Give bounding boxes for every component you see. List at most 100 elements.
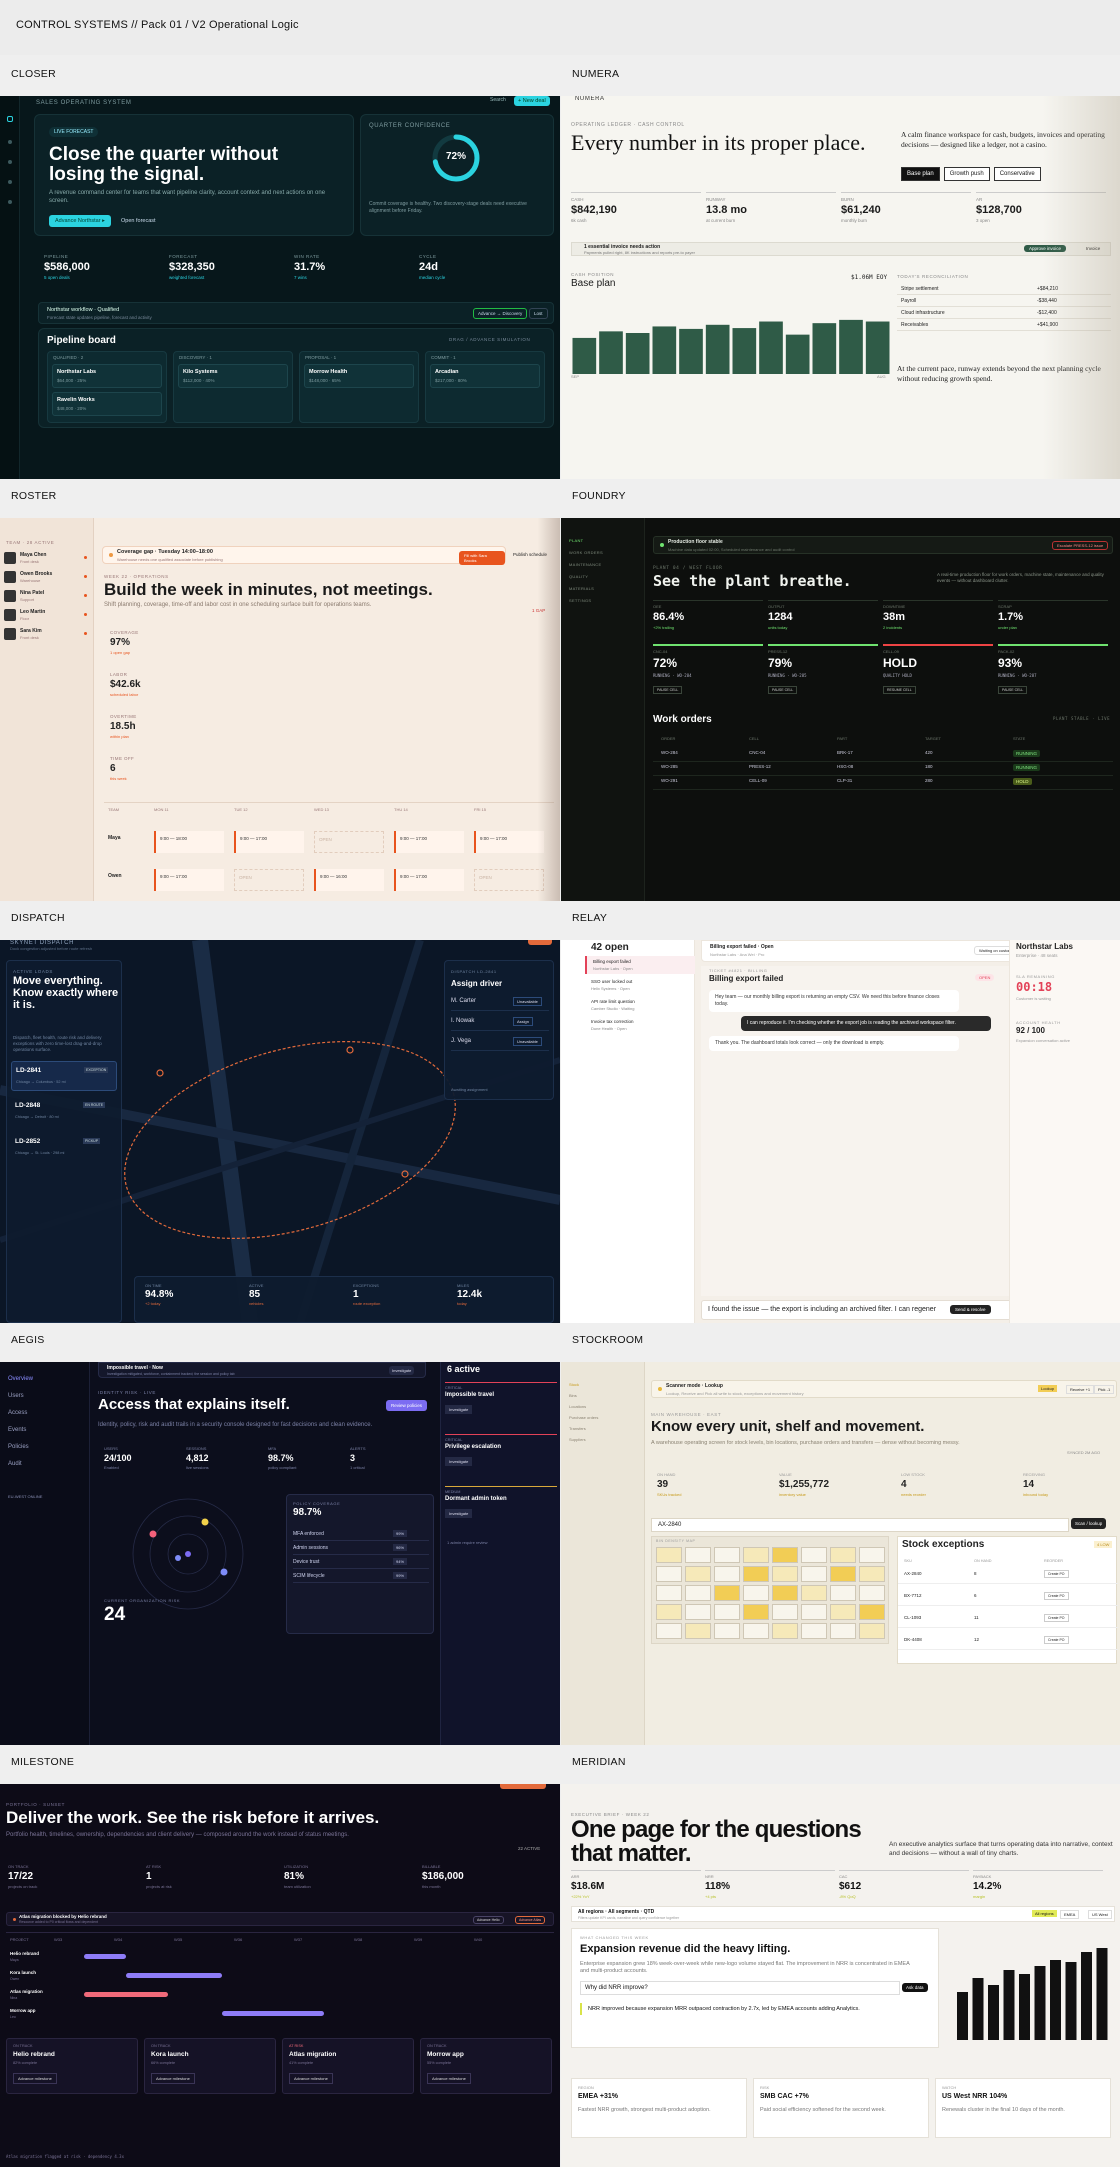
reply-input[interactable]: I found the issue — the export is includ… — [708, 1306, 937, 1313]
advance-discovery-button[interactable]: Advance → Discovery — [473, 308, 528, 319]
closer-search[interactable]: Search — [490, 97, 506, 103]
nav-item[interactable]: PLANT — [569, 538, 584, 543]
bin-cell[interactable] — [772, 1623, 798, 1639]
load-item[interactable]: LD-2852 PICKUP Chicago → St. Louis · 298 m… — [11, 1133, 117, 1163]
create-po-button[interactable]: Create PO — [1044, 1570, 1069, 1578]
scenario-tab[interactable]: Conservative — [993, 167, 1041, 181]
aegis-nav-item[interactable]: Access — [8, 1410, 28, 1416]
bin-cell[interactable] — [656, 1585, 682, 1601]
thread-item[interactable]: SSO user locked out Helix Systems · Open — [585, 976, 695, 994]
timeline-bar[interactable] — [84, 1992, 168, 1997]
pause-cell-button[interactable]: PAUSE CELL — [998, 686, 1028, 694]
investigate-button[interactable]: Investigate — [445, 1509, 473, 1518]
deal-card[interactable]: Northstar Labs $64,000 · 25% — [52, 364, 162, 388]
assign-button[interactable]: Unavailable — [513, 997, 542, 1006]
bin-cell[interactable] — [714, 1623, 740, 1639]
assign-button[interactable]: Assign — [513, 1017, 534, 1026]
bin-cell[interactable] — [772, 1604, 798, 1620]
nav-item[interactable]: WORK ORDERS — [569, 550, 603, 555]
person-row[interactable]: Sara Kim Front desk — [4, 626, 90, 642]
advance-milestone-button[interactable]: Advance milestone — [151, 2073, 195, 2084]
nav-item[interactable]: Suppliers — [569, 1437, 586, 1442]
bin-cell[interactable] — [772, 1547, 798, 1563]
deal-card[interactable]: Arcadian $217,000 · 80% — [430, 364, 540, 388]
create-po-button[interactable]: Create PO — [1044, 1614, 1069, 1622]
aegis-nav-item[interactable]: Overview — [8, 1376, 34, 1382]
scan-lookup-button[interactable]: Scan / lookup — [1071, 1518, 1107, 1529]
timeline-bar[interactable] — [222, 2011, 324, 2016]
deal-card[interactable]: Kilo Systems $112,000 · 40% — [178, 364, 288, 388]
bin-cell[interactable] — [772, 1566, 798, 1582]
bin-cell[interactable] — [859, 1547, 885, 1563]
fill-shift-button[interactable]: Fill with Sara Brooks — [459, 551, 505, 565]
approve-invoice-button[interactable]: Approve invoice — [1024, 245, 1067, 252]
bin-cell[interactable] — [801, 1623, 827, 1639]
bin-cell[interactable] — [743, 1547, 769, 1563]
load-item[interactable]: LD-2841 EXCEPTION Chicago → Columbus · 52 … — [11, 1061, 117, 1091]
nav-item[interactable]: SETTINGS — [569, 598, 592, 603]
advance-helio-button[interactable]: Advance Helio — [473, 1916, 504, 1924]
shift-cell[interactable]: OPEN — [474, 869, 544, 891]
bin-cell[interactable] — [859, 1566, 885, 1582]
bin-cell[interactable] — [830, 1585, 856, 1601]
bin-cell[interactable] — [830, 1566, 856, 1582]
nav-item[interactable]: Stock — [569, 1382, 580, 1387]
bin-cell[interactable] — [685, 1566, 711, 1582]
advance-milestone-button[interactable]: Advance milestone — [427, 2073, 471, 2084]
person-row[interactable]: Nina Patel Support — [4, 588, 90, 604]
shift-cell[interactable]: 9:00 — 17:00 — [234, 831, 304, 853]
pause-cell-button[interactable]: RESUME CELL — [883, 686, 916, 694]
send-resolve-button[interactable]: Send & resolve — [950, 1305, 991, 1314]
bin-cell[interactable] — [801, 1604, 827, 1620]
aegis-nav-item[interactable]: Users — [8, 1393, 24, 1399]
shift-cell[interactable]: 9:00 — 17:00 — [394, 831, 464, 853]
shift-cell[interactable]: OPEN — [234, 869, 304, 891]
bin-cell[interactable] — [685, 1604, 711, 1620]
nav-item[interactable]: Bins — [569, 1393, 577, 1398]
scan-input[interactable]: AX-2840 — [651, 1518, 1069, 1532]
publish-schedule-button[interactable]: Publish schedule — [513, 552, 548, 557]
open-forecast-button[interactable]: Open forecast — [121, 218, 156, 224]
lost-button[interactable]: Lost — [529, 308, 548, 319]
bin-cell[interactable] — [714, 1604, 740, 1620]
home-icon[interactable] — [7, 116, 13, 122]
nav-dot-icon[interactable] — [8, 160, 12, 164]
advance-milestone-button[interactable]: Advance milestone — [13, 2073, 57, 2084]
investigate-alert-button[interactable]: Investigate — [389, 1366, 415, 1375]
nav-item[interactable]: QUALITY — [569, 574, 589, 579]
bin-cell[interactable] — [859, 1585, 885, 1601]
person-row[interactable]: Owen Brooks Warehouse — [4, 569, 90, 585]
shift-cell[interactable]: 9:00 — 17:00 — [474, 831, 544, 853]
nav-item[interactable]: Purchase orders — [569, 1415, 599, 1420]
scanner-mode-button[interactable]: Pick -1 — [1094, 1385, 1115, 1394]
nav-item[interactable]: Transfers — [569, 1426, 586, 1431]
ask-data-button[interactable]: Ask data — [902, 1983, 928, 1992]
shift-cell[interactable]: 9:00 — 17:00 — [394, 869, 464, 891]
aegis-nav-item[interactable]: Events — [8, 1427, 27, 1433]
scenario-tab[interactable]: Base plan — [901, 167, 940, 181]
invoice-button[interactable]: Invoice — [1086, 246, 1101, 251]
person-row[interactable]: Maya Chen Front desk — [4, 550, 90, 566]
create-po-button[interactable]: Create PO — [1044, 1636, 1069, 1644]
bin-cell[interactable] — [656, 1547, 682, 1563]
shift-cell[interactable]: 9:00 — 16:00 — [314, 869, 384, 891]
bin-cell[interactable] — [743, 1623, 769, 1639]
bin-cell[interactable] — [685, 1585, 711, 1601]
bin-cell[interactable] — [830, 1604, 856, 1620]
region-tab[interactable]: EMEA — [1060, 1910, 1080, 1919]
pause-cell-button[interactable]: PAUSE CELL — [768, 686, 798, 694]
bin-cell[interactable] — [656, 1623, 682, 1639]
investigate-button[interactable]: Investigate — [445, 1457, 473, 1466]
create-po-button[interactable]: Create PO — [1044, 1592, 1069, 1600]
scanner-mode-button[interactable]: Lookup — [1038, 1385, 1058, 1392]
thread-item[interactable]: Invoice tax correction Dune Health · Ope… — [585, 1016, 695, 1034]
person-row[interactable]: Leo Martin Floor — [4, 607, 90, 623]
thread-item[interactable]: Billing export failed Northstar Labs · O… — [585, 956, 695, 974]
bin-cell[interactable] — [743, 1604, 769, 1620]
scenario-tab[interactable]: Growth push — [943, 167, 990, 181]
deal-card[interactable]: Ravelin Works $48,000 · 20% — [52, 392, 162, 416]
bin-cell[interactable] — [772, 1585, 798, 1601]
bin-cell[interactable] — [801, 1547, 827, 1563]
pause-cell-button[interactable]: PAUSE CELL — [653, 686, 683, 694]
advance-atlas-button[interactable]: Advance Atlas — [515, 1916, 546, 1924]
